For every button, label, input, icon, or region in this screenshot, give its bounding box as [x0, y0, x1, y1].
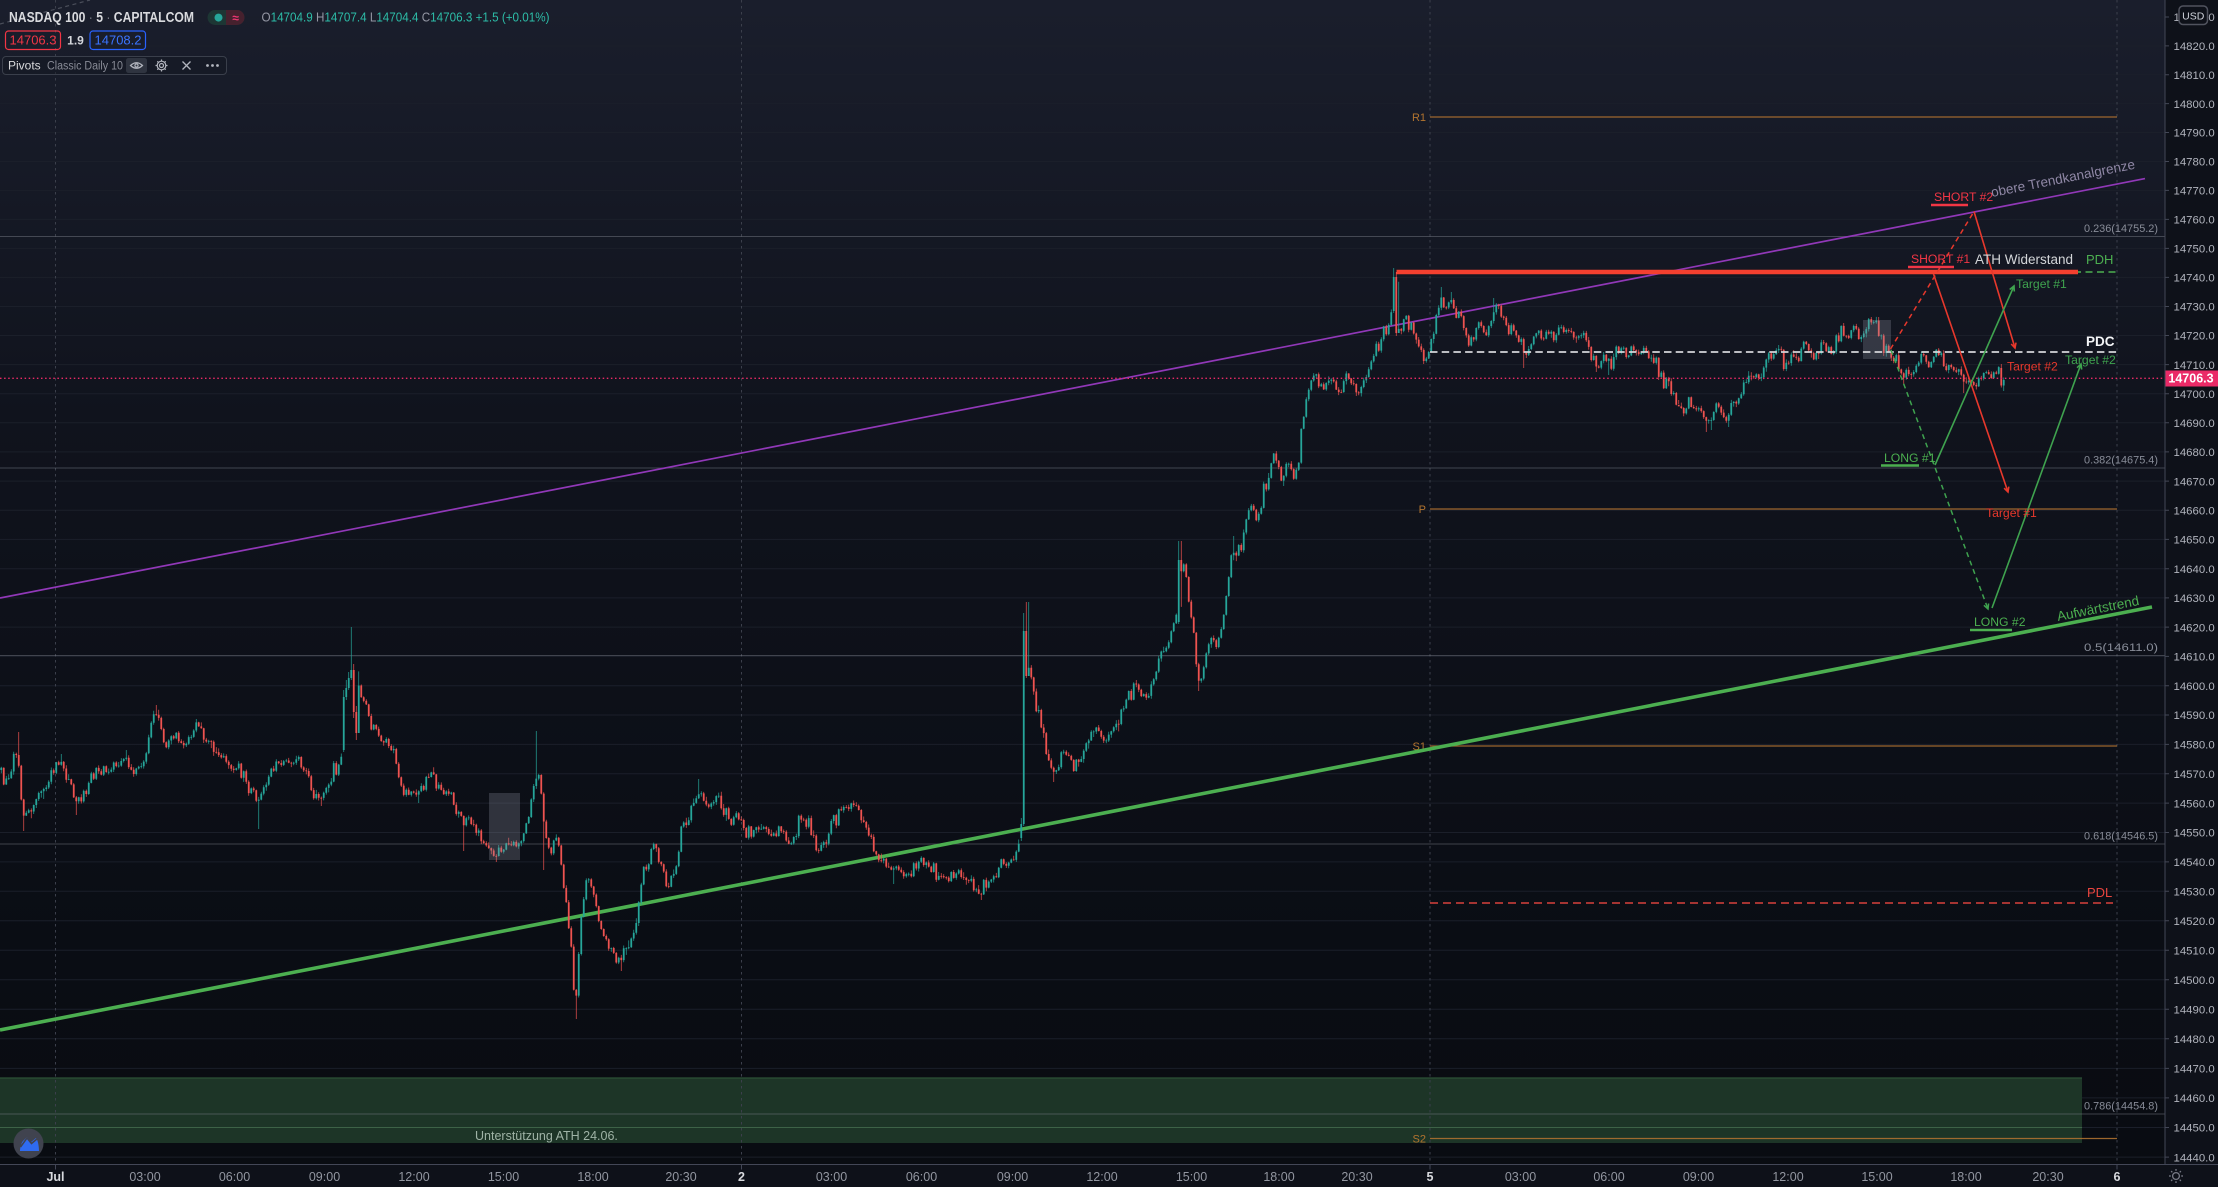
- svg-text:03:00: 03:00: [1505, 1170, 1536, 1184]
- svg-text:14630.0: 14630.0: [2174, 593, 2215, 605]
- svg-text:0.618(14546.5): 0.618(14546.5): [2084, 831, 2158, 843]
- svg-text:14460.0: 14460.0: [2174, 1093, 2215, 1105]
- svg-text:Target #1: Target #1: [2016, 277, 2067, 291]
- svg-text:14770.0: 14770.0: [2174, 186, 2215, 198]
- svg-text:14620.0: 14620.0: [2174, 622, 2215, 634]
- svg-text:14820.0: 14820.0: [2174, 41, 2215, 53]
- svg-text:12:00: 12:00: [398, 1170, 429, 1184]
- svg-text:PDH: PDH: [2086, 252, 2113, 267]
- svg-text:20:30: 20:30: [665, 1170, 696, 1184]
- svg-text:LONG #1: LONG #1: [1884, 451, 1936, 465]
- svg-text:14550.0: 14550.0: [2174, 828, 2215, 840]
- svg-text:14800.0: 14800.0: [2174, 99, 2215, 111]
- svg-text:14750.0: 14750.0: [2174, 244, 2215, 256]
- svg-text:0.236(14755.2): 0.236(14755.2): [2084, 223, 2158, 235]
- svg-text:14700.0: 14700.0: [2174, 389, 2215, 401]
- svg-text:PDC: PDC: [2086, 334, 2115, 349]
- svg-text:14480.0: 14480.0: [2174, 1034, 2215, 1046]
- svg-text:SHORT #2: SHORT #2: [1934, 190, 1993, 204]
- svg-text:0.382(14675.4): 0.382(14675.4): [2084, 455, 2158, 467]
- svg-text:Pivots: Pivots: [8, 59, 41, 73]
- svg-text:14600.0: 14600.0: [2174, 681, 2215, 693]
- svg-text:14730.0: 14730.0: [2174, 302, 2215, 314]
- svg-text:06:00: 06:00: [219, 1170, 250, 1184]
- svg-text:PDL: PDL: [2087, 885, 2112, 900]
- svg-text:12:00: 12:00: [1086, 1170, 1117, 1184]
- svg-text:Jul: Jul: [46, 1170, 64, 1184]
- svg-text:≈: ≈: [232, 11, 239, 25]
- svg-text:5: 5: [1427, 1170, 1434, 1184]
- svg-text:06:00: 06:00: [1593, 1170, 1624, 1184]
- svg-text:18:00: 18:00: [1263, 1170, 1294, 1184]
- svg-text:LONG #2: LONG #2: [1974, 615, 2026, 629]
- svg-text:06:00: 06:00: [906, 1170, 937, 1184]
- svg-text:14640.0: 14640.0: [2174, 564, 2215, 576]
- svg-text:SHORT #1: SHORT #1: [1911, 252, 1970, 266]
- svg-text:03:00: 03:00: [816, 1170, 847, 1184]
- svg-text:20:30: 20:30: [1341, 1170, 1372, 1184]
- svg-text:Unterstützung ATH 24.06.: Unterstützung ATH 24.06.: [475, 1129, 618, 1143]
- svg-text:ATH Widerstand: ATH Widerstand: [1975, 252, 2073, 267]
- svg-text:20:30: 20:30: [2032, 1170, 2063, 1184]
- svg-text:O14704.9 H14707.4 L14704.4 C14: O14704.9 H14707.4 L14704.4 C14706.3 +1.5…: [262, 10, 550, 25]
- svg-text:14720.0: 14720.0: [2174, 331, 2215, 343]
- svg-text:P: P: [1419, 504, 1426, 516]
- svg-text:14790.0: 14790.0: [2174, 128, 2215, 140]
- svg-text:0.786(14454.8): 0.786(14454.8): [2084, 1101, 2158, 1113]
- svg-text:09:00: 09:00: [997, 1170, 1028, 1184]
- svg-text:14530.0: 14530.0: [2174, 887, 2215, 899]
- svg-text:15:00: 15:00: [1861, 1170, 1892, 1184]
- svg-text:Target #2: Target #2: [2007, 360, 2058, 374]
- svg-text:R1: R1: [1412, 112, 1426, 124]
- svg-text:14470.0: 14470.0: [2174, 1064, 2215, 1076]
- svg-text:Target #2: Target #2: [2065, 353, 2116, 367]
- svg-text:NASDAQ 100 · 5 · CAPITALCOM: NASDAQ 100 · 5 · CAPITALCOM: [9, 10, 194, 26]
- svg-text:6: 6: [2114, 1170, 2121, 1184]
- svg-text:14510.0: 14510.0: [2174, 946, 2215, 958]
- svg-text:14708.2: 14708.2: [95, 33, 142, 48]
- svg-text:14650.0: 14650.0: [2174, 535, 2215, 547]
- svg-text:14660.0: 14660.0: [2174, 506, 2215, 518]
- svg-text:14440.0: 14440.0: [2174, 1152, 2215, 1164]
- svg-text:14810.0: 14810.0: [2174, 70, 2215, 82]
- svg-text:18:00: 18:00: [1950, 1170, 1981, 1184]
- svg-text:14670.0: 14670.0: [2174, 476, 2215, 488]
- svg-text:14780.0: 14780.0: [2174, 157, 2215, 169]
- svg-text:14500.0: 14500.0: [2174, 975, 2215, 987]
- svg-text:14760.0: 14760.0: [2174, 215, 2215, 227]
- svg-text:14706.3: 14706.3: [10, 33, 57, 48]
- svg-text:15:00: 15:00: [488, 1170, 519, 1184]
- svg-text:2: 2: [738, 1170, 745, 1184]
- svg-text:1.9: 1.9: [67, 34, 84, 48]
- svg-text:USD: USD: [2182, 10, 2205, 22]
- svg-text:14590.0: 14590.0: [2174, 710, 2215, 722]
- svg-text:0.5(14611.0): 0.5(14611.0): [2084, 642, 2158, 654]
- svg-text:09:00: 09:00: [309, 1170, 340, 1184]
- svg-text:14680.0: 14680.0: [2174, 447, 2215, 459]
- svg-text:12:00: 12:00: [1772, 1170, 1803, 1184]
- svg-text:14560.0: 14560.0: [2174, 798, 2215, 810]
- svg-text:Classic Daily 10: Classic Daily 10: [47, 61, 123, 73]
- svg-text:14540.0: 14540.0: [2174, 857, 2215, 869]
- svg-text:Target #1: Target #1: [1986, 506, 2037, 520]
- svg-text:09:00: 09:00: [1683, 1170, 1714, 1184]
- svg-text:14740.0: 14740.0: [2174, 273, 2215, 285]
- svg-text:14710.0: 14710.0: [2174, 360, 2215, 372]
- svg-text:14610.0: 14610.0: [2174, 652, 2215, 664]
- svg-text:14490.0: 14490.0: [2174, 1005, 2215, 1017]
- svg-text:14570.0: 14570.0: [2174, 769, 2215, 781]
- svg-text:S2: S2: [1413, 1133, 1426, 1145]
- svg-text:14450.0: 14450.0: [2174, 1123, 2215, 1135]
- svg-text:14520.0: 14520.0: [2174, 916, 2215, 928]
- svg-text:14580.0: 14580.0: [2174, 740, 2215, 752]
- svg-text:03:00: 03:00: [129, 1170, 160, 1184]
- svg-text:14706.3: 14706.3: [2168, 372, 2213, 386]
- svg-text:18:00: 18:00: [577, 1170, 608, 1184]
- svg-text:15:00: 15:00: [1176, 1170, 1207, 1184]
- svg-text:14690.0: 14690.0: [2174, 418, 2215, 430]
